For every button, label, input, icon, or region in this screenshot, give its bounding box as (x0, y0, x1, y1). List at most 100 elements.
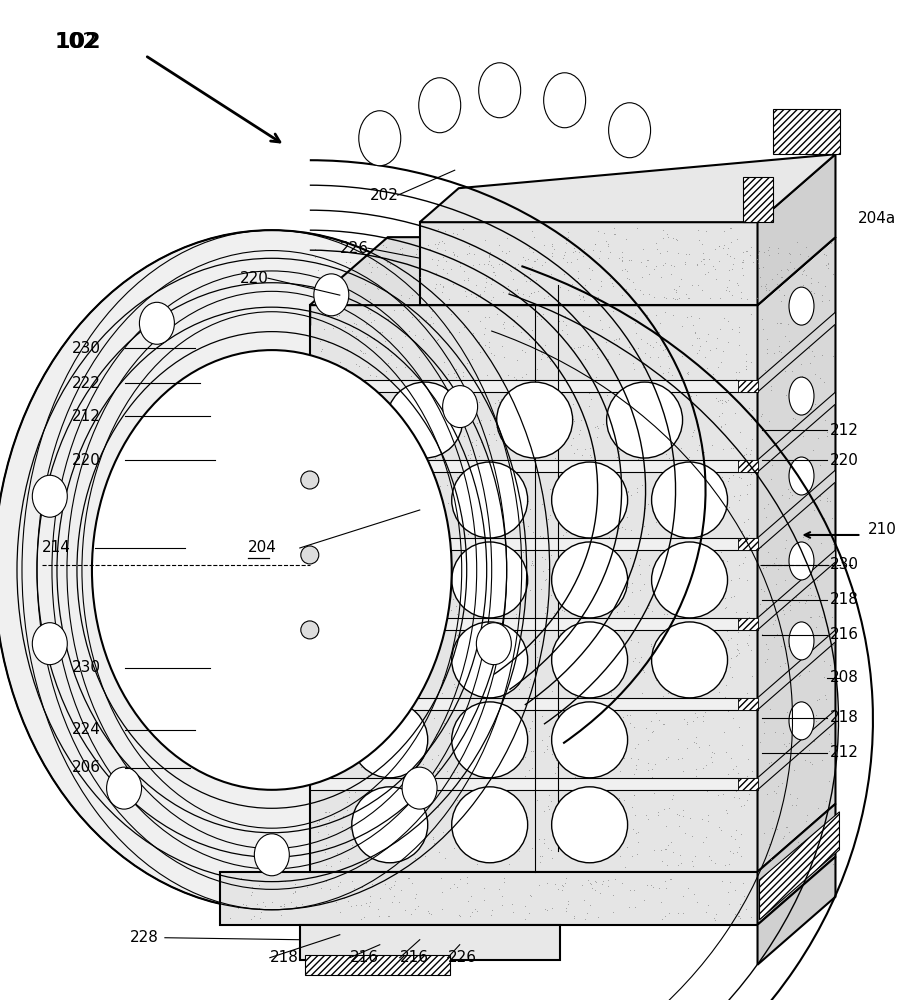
Point (665, 844, 679, 860)
Point (569, 845, 583, 861)
Point (488, 750, 502, 766)
Point (664, 367, 678, 383)
Point (654, 911, 668, 927)
Point (644, 713, 658, 729)
Point (666, 281, 681, 297)
Point (631, 654, 646, 670)
Point (459, 453, 473, 469)
Point (342, 699, 357, 715)
Point (571, 270, 585, 286)
Point (656, 585, 670, 601)
Point (337, 368, 351, 384)
Point (807, 366, 822, 382)
Point (256, 894, 270, 910)
Point (731, 624, 745, 640)
Point (776, 287, 790, 303)
Point (781, 246, 796, 262)
Point (546, 605, 561, 621)
Point (260, 873, 275, 889)
Point (499, 838, 514, 854)
Point (488, 432, 502, 448)
Point (332, 904, 347, 920)
Point (486, 840, 500, 856)
Point (660, 771, 675, 787)
Point (742, 476, 757, 492)
Point (476, 892, 490, 908)
Point (319, 746, 333, 762)
Point (808, 323, 823, 339)
Point (409, 537, 424, 553)
Point (373, 392, 387, 408)
Point (315, 773, 330, 789)
Point (664, 657, 678, 673)
Point (688, 584, 703, 600)
Point (656, 257, 670, 273)
Point (703, 613, 718, 629)
Point (420, 767, 434, 783)
Point (595, 673, 610, 689)
Point (734, 555, 749, 571)
Point (518, 273, 533, 289)
Point (429, 240, 443, 256)
Point (395, 240, 409, 256)
Circle shape (452, 702, 527, 778)
Point (345, 323, 359, 339)
Point (434, 685, 449, 701)
Point (384, 441, 398, 457)
Point (332, 552, 347, 568)
Point (600, 872, 614, 888)
Point (739, 462, 753, 478)
Point (339, 677, 353, 693)
Point (601, 381, 616, 397)
Point (663, 547, 677, 563)
Point (326, 808, 340, 824)
Point (563, 254, 577, 270)
Point (819, 424, 833, 440)
Point (764, 457, 778, 473)
Point (445, 728, 460, 744)
Point (648, 235, 663, 251)
Point (670, 662, 684, 678)
Point (665, 451, 679, 467)
Point (448, 655, 462, 671)
Point (540, 840, 554, 856)
Point (744, 431, 759, 447)
Point (343, 750, 358, 766)
Ellipse shape (788, 542, 813, 580)
Point (307, 249, 321, 265)
Point (675, 905, 689, 921)
Point (648, 334, 663, 350)
Point (524, 760, 538, 776)
Point (764, 271, 778, 287)
Point (716, 724, 731, 740)
Point (460, 819, 474, 835)
Point (578, 459, 592, 475)
Point (328, 782, 342, 798)
Point (708, 906, 722, 922)
Point (557, 668, 572, 684)
Point (430, 221, 444, 237)
Point (609, 604, 623, 620)
Point (605, 500, 619, 516)
Point (368, 414, 383, 430)
Point (818, 247, 833, 263)
Point (474, 568, 489, 584)
Point (574, 303, 589, 319)
Point (763, 520, 777, 536)
Point (411, 689, 425, 705)
Point (700, 517, 714, 533)
Point (718, 452, 732, 468)
Point (698, 757, 712, 773)
Point (523, 285, 537, 301)
Point (802, 475, 816, 491)
Point (528, 530, 543, 546)
Point (659, 243, 674, 259)
Point (483, 598, 498, 614)
Point (368, 588, 382, 604)
Point (362, 894, 377, 910)
Point (482, 412, 497, 428)
Point (496, 314, 510, 330)
Point (617, 741, 631, 757)
Point (525, 555, 539, 571)
Point (625, 821, 639, 837)
